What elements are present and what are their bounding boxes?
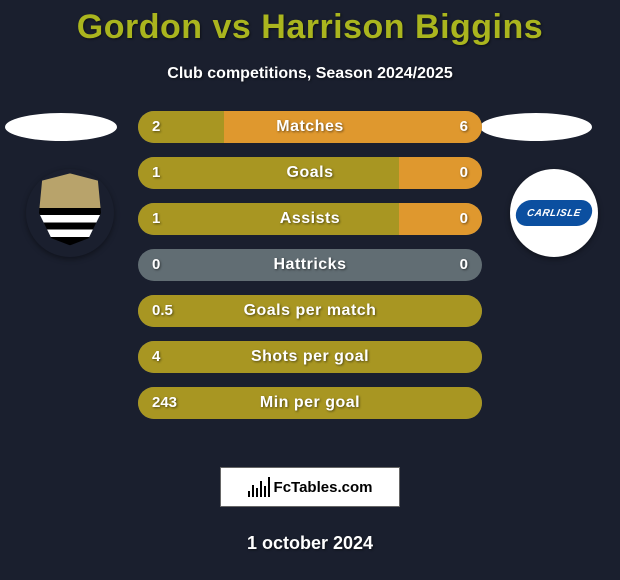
stat-row: 10Goals <box>138 157 482 189</box>
branding-box[interactable]: FcTables.com <box>220 467 400 507</box>
date-label: 1 october 2024 <box>0 533 620 554</box>
stat-row: 10Assists <box>138 203 482 235</box>
stat-row: 243Min per goal <box>138 387 482 419</box>
stat-label: Goals per match <box>138 295 482 327</box>
stat-row: 00Hattricks <box>138 249 482 281</box>
stat-label: Shots per goal <box>138 341 482 373</box>
stat-label: Assists <box>138 203 482 235</box>
stat-bars: 26Matches 10Goals 10Assists 00Hattricks 0.5G… <box>138 111 482 433</box>
team-crest-left <box>26 169 114 257</box>
page-title: Gordon vs Harrison Biggins <box>0 0 620 47</box>
branding-text: FcTables.com <box>274 479 373 496</box>
halo-left <box>5 113 117 141</box>
shield-icon <box>39 173 101 245</box>
subtitle: Club competitions, Season 2024/2025 <box>0 65 620 83</box>
stat-label: Min per goal <box>138 387 482 419</box>
stat-row: 0.5Goals per match <box>138 295 482 327</box>
carlisle-badge-icon: CARLISLE <box>514 200 595 226</box>
chart-icon <box>248 477 270 497</box>
stat-label: Matches <box>138 111 482 143</box>
comparison-stage: CARLISLE 26Matches 10Goals 10Assists 00Hatt… <box>0 111 620 441</box>
stat-row: 26Matches <box>138 111 482 143</box>
stat-label: Goals <box>138 157 482 189</box>
stat-label: Hattricks <box>138 249 482 281</box>
stat-row: 4Shots per goal <box>138 341 482 373</box>
halo-right <box>480 113 592 141</box>
team-crest-right: CARLISLE <box>510 169 598 257</box>
